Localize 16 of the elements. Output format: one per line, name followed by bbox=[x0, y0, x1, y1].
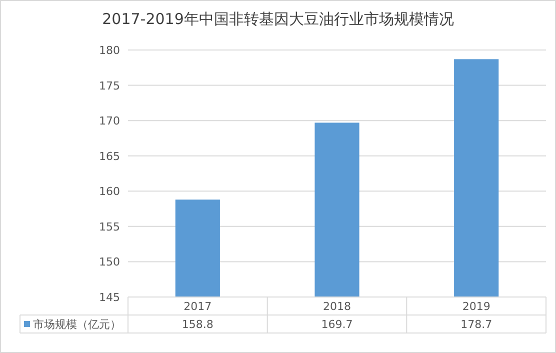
chart-title: 2017-2019年中国非转基因大豆油行业市场规模情况 bbox=[102, 10, 454, 28]
y-tick-label: 150 bbox=[99, 256, 120, 269]
y-tick-label: 160 bbox=[99, 185, 120, 198]
y-tick-label: 175 bbox=[99, 79, 120, 92]
legend-label: 市场规模（亿元） bbox=[33, 318, 121, 331]
x-tick-label: 2017 bbox=[184, 300, 212, 313]
data-label: 158.8 bbox=[182, 318, 214, 331]
x-tick-label: 2018 bbox=[323, 300, 351, 313]
y-tick-label: 180 bbox=[99, 44, 120, 57]
x-tick-label: 2019 bbox=[462, 300, 490, 313]
y-tick-label: 145 bbox=[99, 291, 120, 304]
y-tick-label: 170 bbox=[99, 114, 120, 128]
y-tick-label: 155 bbox=[99, 220, 120, 234]
y-tick-label: 165 bbox=[99, 150, 120, 163]
data-label: 178.7 bbox=[460, 318, 492, 331]
data-label: 169.7 bbox=[321, 318, 353, 331]
